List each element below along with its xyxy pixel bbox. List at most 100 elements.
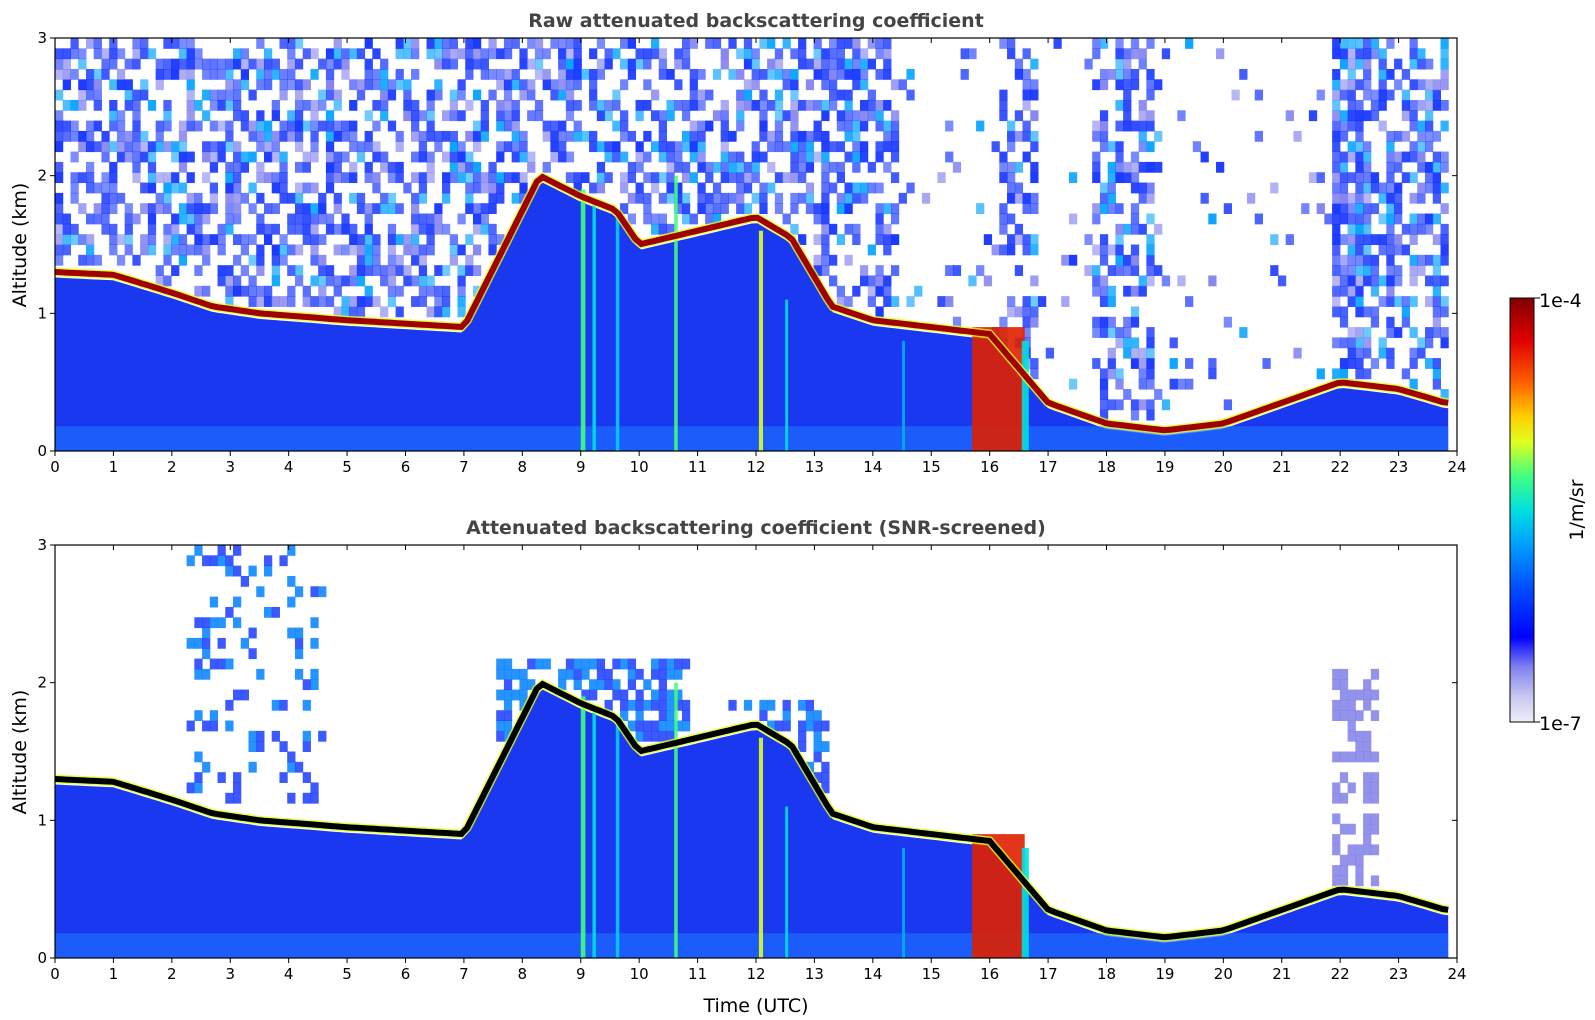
backscatter-cell: [449, 254, 458, 266]
backscatter-cell: [898, 79, 907, 91]
backscatter-cell: [1092, 213, 1101, 225]
backscatter-cell: [418, 110, 428, 122]
backscatter-cell: [890, 130, 900, 142]
backscatter-cell: [1099, 296, 1109, 307]
backscatter-cell: [225, 555, 234, 567]
x-tick-label: 22: [1331, 458, 1350, 476]
backscatter-cell: [643, 151, 652, 163]
backscatter-cell: [1355, 48, 1364, 60]
backscatter-cell: [147, 223, 157, 235]
backscatter-cell: [318, 265, 327, 276]
backscatter-cell: [418, 130, 428, 142]
backscatter-cell: [906, 296, 915, 307]
backscatter-cell: [442, 192, 451, 204]
backscatter-cell: [612, 151, 621, 163]
backscatter-cell: [1007, 172, 1016, 184]
backscatter-cell: [534, 48, 544, 60]
y-tick-label: 1: [37, 304, 47, 322]
backscatter-cell: [287, 596, 296, 608]
backscatter-cell: [457, 89, 466, 101]
precipitation-streak: [1021, 340, 1029, 451]
backscatter-cell: [1378, 213, 1387, 225]
backscatter-cell: [140, 89, 149, 101]
backscatter-cell: [906, 68, 915, 80]
backscatter-cell: [1339, 120, 1349, 132]
x-tick-label: 4: [284, 965, 294, 983]
backscatter-cell: [1169, 337, 1178, 349]
backscatter-cell: [1339, 306, 1349, 318]
backscatter-cell: [596, 668, 606, 680]
backscatter-cell: [62, 223, 71, 235]
backscatter-cell: [1007, 120, 1016, 132]
backscatter-cell: [1425, 275, 1434, 287]
backscatter-cell: [457, 48, 466, 60]
backscatter-cell: [209, 192, 219, 204]
backscatter-cell: [233, 161, 242, 173]
backscatter-cell: [1092, 358, 1101, 369]
backscatter-cell: [449, 99, 458, 111]
backscatter-cell: [697, 120, 706, 132]
backscatter-cell: [356, 203, 366, 215]
backscatter-cell: [155, 192, 164, 204]
backscatter-cell: [867, 296, 876, 307]
backscatter-cell: [1332, 710, 1341, 722]
x-tick-label: 24: [1447, 965, 1466, 983]
backscatter-cell: [643, 99, 652, 111]
backscatter-cell: [434, 213, 443, 225]
backscatter-cell: [1409, 141, 1418, 153]
backscatter-cell: [472, 58, 482, 70]
backscatter-cell: [1014, 130, 1024, 142]
backscatter-cell: [279, 234, 288, 245]
x-tick-label: 10: [630, 458, 649, 476]
backscatter-cell: [256, 120, 265, 132]
backscatter-cell: [279, 192, 288, 204]
backscatter-cell: [1339, 213, 1349, 225]
backscatter-cell: [1339, 275, 1349, 287]
backscatter-cell: [829, 275, 838, 287]
backscatter-cell: [1123, 110, 1132, 122]
backscatter-cell: [774, 120, 784, 132]
backscatter-cell: [1014, 234, 1024, 245]
backscatter-cell: [403, 110, 412, 122]
backscatter-cell: [1130, 265, 1140, 276]
backscatter-cell: [163, 192, 172, 204]
backscatter-cell: [852, 79, 861, 91]
backscatter-cell: [821, 741, 830, 752]
backscatter-cell: [294, 38, 304, 49]
backscatter-cell: [372, 151, 381, 163]
backscatter-cell: [1332, 192, 1341, 204]
backscatter-cell: [1099, 409, 1109, 421]
backscatter-cell: [627, 699, 637, 711]
backscatter-cell: [1332, 296, 1341, 307]
backscatter-cell: [1154, 161, 1163, 173]
backscatter-cell: [751, 172, 760, 184]
backscatter-cell: [209, 141, 219, 153]
backscatter-cell: [1386, 38, 1395, 49]
backscatter-cell: [233, 792, 242, 804]
backscatter-cell: [310, 223, 319, 235]
backscatter-cell: [589, 68, 598, 80]
backscatter-cell: [1169, 378, 1178, 390]
backscatter-cell: [836, 203, 846, 215]
backscatter-cell: [782, 213, 791, 225]
backscatter-cell: [720, 58, 729, 70]
backscatter-cell: [658, 141, 667, 153]
backscatter-cell: [790, 141, 799, 153]
backscatter-cell: [1099, 192, 1109, 204]
backscatter-cell: [1432, 172, 1441, 184]
backscatter-cell: [1355, 741, 1364, 752]
backscatter-cell: [287, 192, 296, 204]
backscatter-cell: [395, 203, 404, 215]
backscatter-cell: [968, 48, 977, 60]
backscatter-cell: [1107, 327, 1116, 338]
backscatter-cell: [774, 99, 784, 111]
backscatter-cell: [217, 89, 226, 101]
backscatter-cell: [1425, 58, 1434, 70]
backscatter-cell: [480, 48, 489, 60]
backscatter-cell: [1440, 99, 1449, 111]
backscatter-cell: [380, 110, 389, 122]
backscatter-cell: [720, 130, 729, 142]
backscatter-cell: [1332, 38, 1341, 49]
backscatter-cell: [813, 751, 822, 763]
backscatter-cell: [178, 213, 188, 225]
